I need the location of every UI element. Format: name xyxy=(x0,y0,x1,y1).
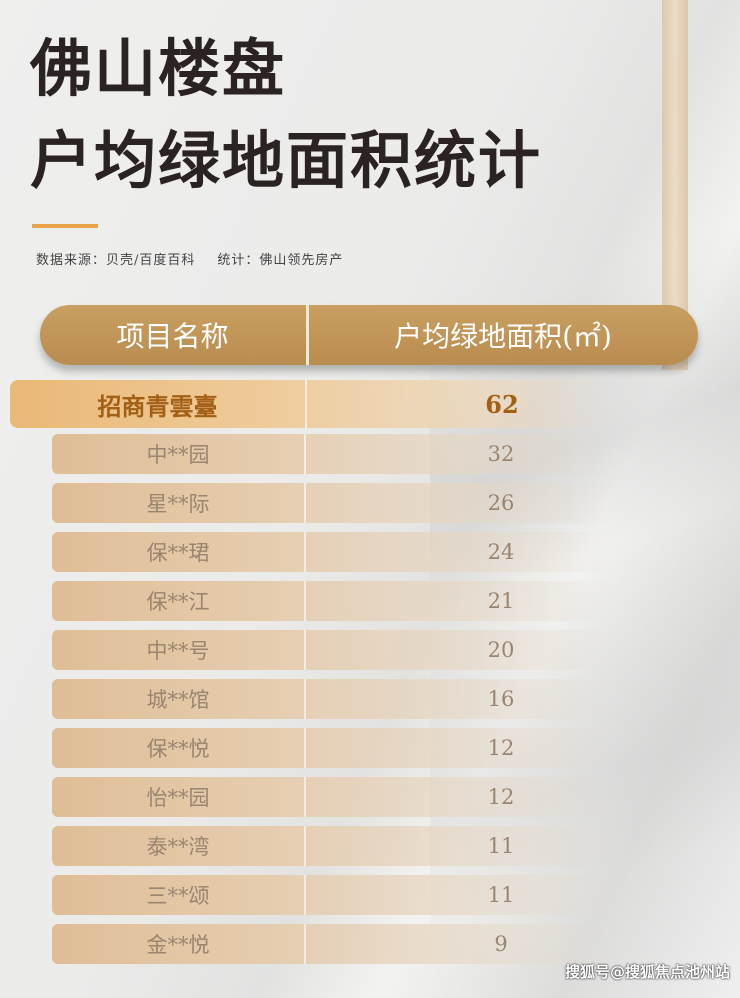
row-name: 泰**湾 xyxy=(146,835,210,859)
row-name: 金**悦 xyxy=(146,933,210,957)
table-header: 项目名称 户均绿地面积(㎡) xyxy=(40,305,698,365)
row-name: 招商青雲臺 xyxy=(97,391,218,421)
table-row: 星**际 26 xyxy=(52,483,612,523)
table-row: 中**号 20 xyxy=(52,630,612,670)
row-divider xyxy=(304,924,306,964)
row-value: 16 xyxy=(487,687,515,711)
row-name: 中**园 xyxy=(146,443,210,467)
table-row: 怡**园 12 xyxy=(52,777,612,817)
table-row: 金**悦 9 xyxy=(52,924,612,964)
row-value: 21 xyxy=(487,589,515,613)
row-value: 11 xyxy=(487,883,515,907)
table-row: 三**颂 11 xyxy=(52,875,612,915)
page-title-line1: 佛山楼盘 xyxy=(30,32,287,105)
row-divider xyxy=(304,483,306,523)
row-divider xyxy=(304,875,306,915)
row-value: 24 xyxy=(487,540,515,564)
watermark: 搜狐号@搜狐焦点池州站 xyxy=(564,963,730,981)
accent-bar xyxy=(32,224,98,228)
row-value: 9 xyxy=(494,932,508,956)
row-name: 中**号 xyxy=(146,639,210,663)
row-divider xyxy=(304,728,306,768)
table-row: 泰**湾 11 xyxy=(52,826,612,866)
row-name: 星**际 xyxy=(146,492,210,516)
row-value: 12 xyxy=(487,785,515,809)
row-value: 12 xyxy=(487,736,515,760)
row-name: 保**悦 xyxy=(146,737,210,761)
header-name: 项目名称 xyxy=(116,320,229,353)
table-row: 城**馆 16 xyxy=(52,679,612,719)
compiled-by: 统计：佛山领先房产 xyxy=(217,253,344,268)
row-name: 三**颂 xyxy=(146,884,210,908)
row-divider xyxy=(304,581,306,621)
header-divider xyxy=(306,305,309,365)
row-divider xyxy=(304,532,306,572)
row-value: 20 xyxy=(487,638,515,662)
table-row: 中**园 32 xyxy=(52,434,612,474)
row-name: 城**馆 xyxy=(146,688,210,712)
row-name: 保**珺 xyxy=(146,541,210,565)
row-divider xyxy=(304,434,306,474)
table-row: 保**江 21 xyxy=(52,581,612,621)
header-value: 户均绿地面积(㎡) xyxy=(394,320,612,353)
row-value: 62 xyxy=(485,389,519,419)
row-divider xyxy=(304,630,306,670)
row-name: 怡**园 xyxy=(146,786,210,810)
source-note: 数据来源：贝壳/百度百科 统计：佛山领先房产 xyxy=(36,249,365,268)
page-title-line2: 户均绿地面积统计 xyxy=(30,124,543,197)
row-value: 32 xyxy=(487,442,515,466)
table-row: 保**珺 24 xyxy=(52,532,612,572)
row-value: 26 xyxy=(487,491,515,515)
data-source: 数据来源：贝壳/百度百科 xyxy=(36,253,196,268)
row-value: 11 xyxy=(487,834,515,858)
row-divider xyxy=(305,380,307,428)
row-divider xyxy=(304,679,306,719)
row-divider xyxy=(304,826,306,866)
table-row: 保**悦 12 xyxy=(52,728,612,768)
row-divider xyxy=(304,777,306,817)
row-name: 保**江 xyxy=(146,590,210,614)
highlight-row: 招商青雲臺 62 xyxy=(10,380,610,428)
